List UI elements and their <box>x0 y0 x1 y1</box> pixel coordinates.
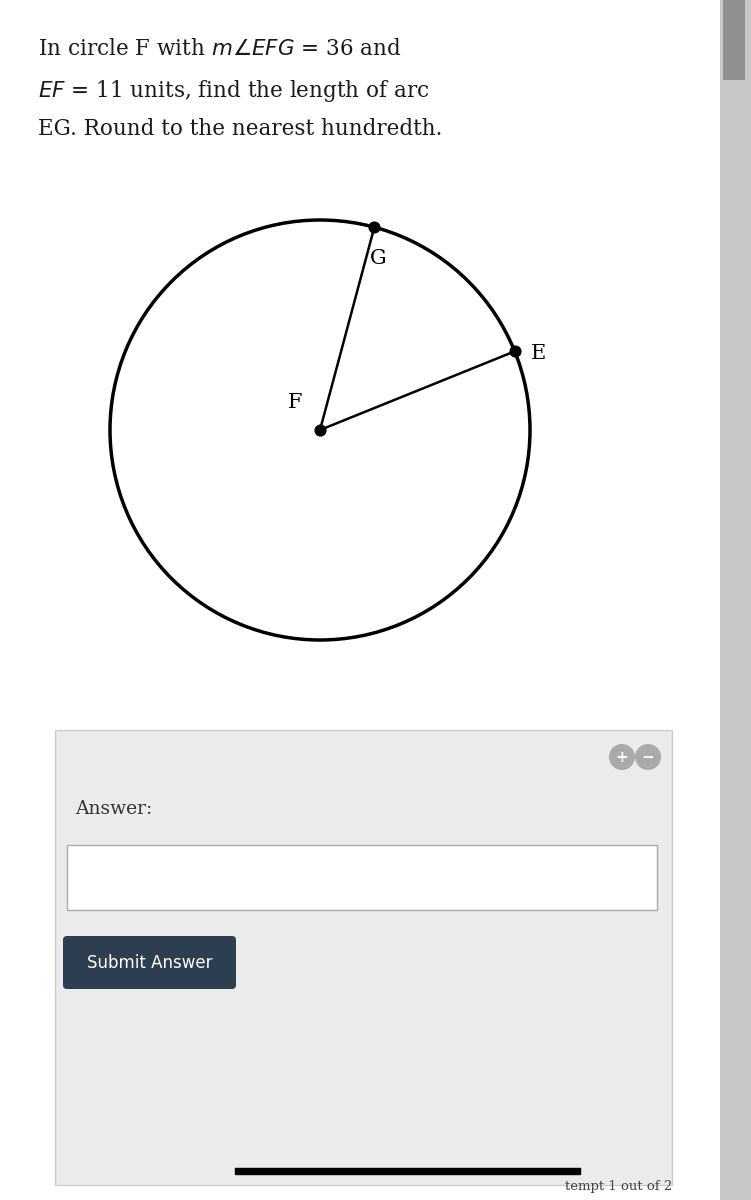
Text: Submit Answer: Submit Answer <box>87 954 213 972</box>
Text: F: F <box>288 392 302 412</box>
Text: In circle F with $m\angle EFG$ = 36 and: In circle F with $m\angle EFG$ = 36 and <box>38 38 402 60</box>
FancyBboxPatch shape <box>720 0 751 1200</box>
Circle shape <box>635 744 661 770</box>
Point <box>314 420 326 439</box>
FancyBboxPatch shape <box>63 936 236 989</box>
Point <box>368 217 380 236</box>
Text: tempt 1 out of 2: tempt 1 out of 2 <box>565 1180 672 1193</box>
FancyBboxPatch shape <box>0 0 720 1200</box>
Text: G: G <box>370 250 387 268</box>
Circle shape <box>609 744 635 770</box>
Text: +: + <box>616 750 629 764</box>
Text: $EF$ = 11 units, find the length of arc: $EF$ = 11 units, find the length of arc <box>38 78 430 104</box>
FancyBboxPatch shape <box>55 730 672 1186</box>
Text: −: − <box>641 750 654 764</box>
Point <box>508 342 520 361</box>
Text: EG. Round to the nearest hundredth.: EG. Round to the nearest hundredth. <box>38 118 442 140</box>
Text: E: E <box>531 344 546 362</box>
FancyBboxPatch shape <box>67 845 657 910</box>
Text: Answer:: Answer: <box>75 800 152 818</box>
FancyBboxPatch shape <box>723 0 745 80</box>
